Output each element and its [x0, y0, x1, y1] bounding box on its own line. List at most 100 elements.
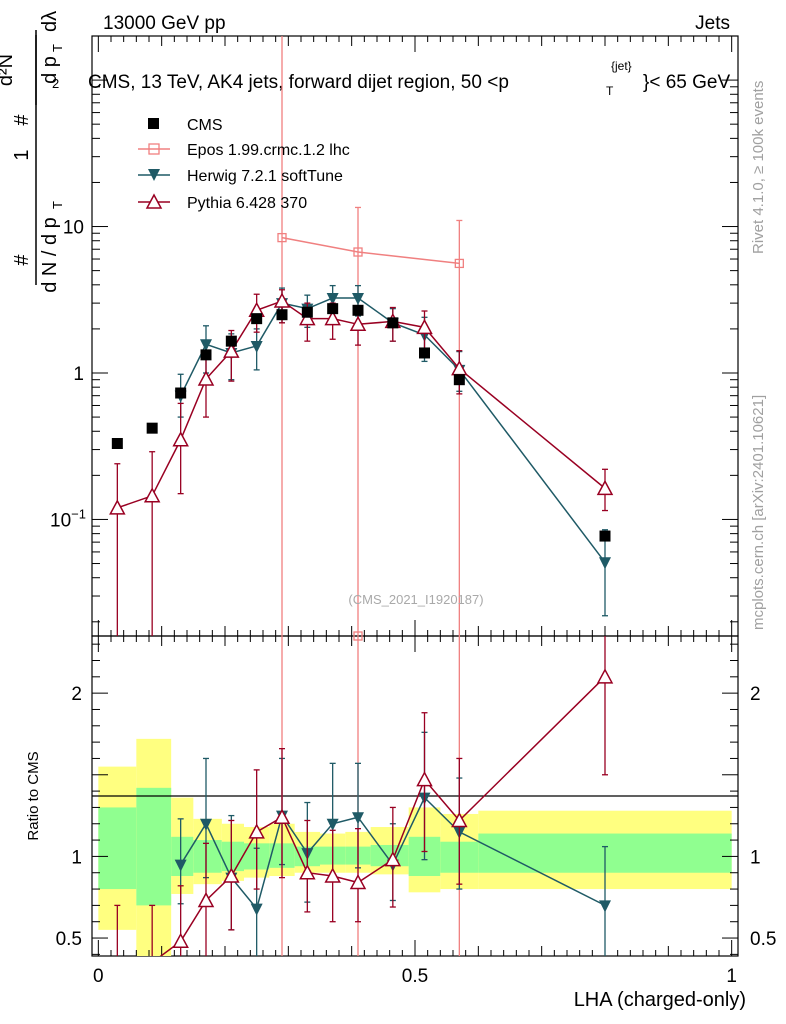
svg-text:1: 1: [11, 149, 33, 160]
series-pythia: [109, 289, 614, 956]
pythia-upper-point: [197, 370, 215, 386]
pythia-upper-line: [117, 300, 606, 509]
herwig-ratio-point: [174, 859, 187, 872]
herwig-ratio-line: [180, 796, 606, 911]
ratio-ytick-label-right-2: 2: [750, 684, 761, 705]
x-axis-label: LHA (charged-only): [574, 989, 746, 1011]
svg-text:d²N: d²N: [0, 54, 17, 86]
pythia-upper-point: [299, 310, 316, 326]
cms-upper-point: [251, 313, 263, 325]
epos-upper-point: [353, 247, 363, 257]
svg-text:#: #: [11, 254, 33, 266]
herwig-upper-point: [352, 293, 364, 306]
band-inner-3: [193, 840, 222, 873]
legend-label-cms: CMS: [187, 117, 223, 134]
herwig-ratio-point: [250, 903, 263, 916]
legend-marker-herwig: [148, 169, 160, 181]
pythia-upper-point: [143, 487, 161, 503]
pythia-ratio-point: [197, 891, 215, 908]
pythia-ratio-point: [299, 864, 316, 880]
ratio-ytick-label-left-0: 0.5: [56, 929, 82, 950]
herwig-upper-point: [599, 557, 611, 570]
cms-upper-point: [175, 387, 187, 399]
xtick-label-1: 0.5: [402, 966, 428, 987]
pythia-ratio-group: [114, 636, 614, 956]
band-inner-4: [221, 841, 244, 872]
svg-text:#: #: [11, 114, 33, 126]
cms-upper-point: [301, 306, 313, 318]
legend-marker-pythia: [145, 193, 163, 209]
herwig-ratio-point: [352, 812, 364, 825]
pythia-ratio-point: [273, 808, 291, 824]
xtick-label-2: 1: [726, 966, 737, 987]
pythia-ratio-point: [223, 867, 240, 883]
cms-upper-point: [146, 422, 158, 434]
pythia-upper-point: [172, 431, 189, 447]
upper-ytick-label-0: 10−1: [50, 506, 86, 531]
pythia-ratio-point: [384, 851, 402, 867]
cms-upper-point: [352, 304, 364, 316]
title-text: CMS, 13 TeV, AK4 jets, forward dijet reg…: [88, 72, 509, 93]
header-left: 13000 GeV pp: [103, 13, 226, 34]
series-cms: [111, 303, 611, 542]
upper-ytick-label-2: 10: [63, 218, 84, 239]
cms-upper-point: [327, 303, 339, 315]
epos-upper-point: [277, 232, 287, 243]
herwig-upper-point: [326, 293, 339, 306]
pythia-upper-point: [324, 310, 341, 326]
ratio-ytick-label-left-2: 2: [71, 684, 82, 705]
pythia-ratio-point: [451, 811, 468, 828]
legend-label-pythia: Pythia 6.428 370: [187, 195, 307, 212]
mcplots-label: mcplots.cern.ch [arXiv:2401.10621]: [750, 395, 767, 630]
svg-text:d p: d p: [39, 56, 61, 84]
title-end: }< 65 GeV: [643, 72, 730, 93]
pythia-upper-point: [416, 318, 433, 335]
rivet-version-label: Rivet 4.1.0, ≥ 100k events: [750, 81, 767, 254]
data-series: [109, 36, 614, 956]
pythia-ratio-point: [596, 668, 614, 684]
svg-text:T: T: [50, 201, 65, 209]
legend-marker-epos: [148, 143, 160, 155]
legend: CMS Epos 1.99.crmc.1.2 lhc Herwig 7.2.1 …: [138, 117, 350, 212]
pythia-ratio-point: [349, 873, 367, 890]
pythia-upper-point: [349, 315, 367, 332]
ratio-uncertainty-bands: [98, 738, 732, 956]
ratio-ytick-label-right-1: 1: [750, 847, 761, 868]
cms-upper-point: [111, 438, 123, 450]
cms-upper-point: [225, 335, 237, 347]
cms-upper-point: [276, 309, 288, 321]
cms-upper-point: [387, 317, 399, 329]
svg-text:dλ: dλ: [39, 11, 61, 32]
title-sub: T: [606, 84, 614, 98]
analysis-watermark: (CMS_2021_I1920187): [348, 592, 483, 607]
cms-upper-point: [453, 374, 465, 386]
ylabel-prefix-exp: 2: [52, 76, 59, 91]
herwig-ratio-point: [326, 818, 339, 831]
herwig-upper-point: [250, 340, 263, 353]
ratio-ytick-label-left-1: 1: [71, 847, 82, 868]
ratio-ylabel: Ratio to CMS: [25, 751, 42, 840]
pythia-ratio-point: [248, 823, 265, 839]
pythia-upper-point: [109, 499, 126, 515]
pythia-ratio-point: [172, 932, 189, 949]
cms-upper-point: [200, 349, 212, 361]
upper-ylabel: # d N / d p T 1 # d²N d p T dλ: [0, 11, 65, 293]
epos-upper-line: [281, 236, 460, 265]
herwig-upper-point: [200, 339, 212, 352]
ratio-ytick-label-right-0: 0.5: [750, 929, 776, 950]
herwig-ratio-point: [200, 818, 212, 831]
legend-label-epos: Epos 1.99.crmc.1.2 lhc: [187, 142, 350, 159]
herwig-ratio-point: [599, 900, 611, 913]
axis-ticks: 10−1 1 10 0 0.5 1 0.5 0.5 1 1 2 2: [50, 35, 776, 987]
series-epos: [277, 36, 464, 956]
title-sup: {jet}: [611, 59, 632, 73]
epos-ratio-edge-marker: [353, 631, 363, 641]
band-inner-1: [136, 787, 172, 906]
svg-text:d N / d p: d N / d p: [39, 217, 61, 293]
cms-upper-point: [599, 530, 611, 542]
header-right: Jets: [695, 13, 730, 34]
band-inner-0: [98, 807, 137, 890]
pythia-ratio-point: [324, 867, 341, 883]
pythia-ratio-point: [416, 771, 433, 787]
